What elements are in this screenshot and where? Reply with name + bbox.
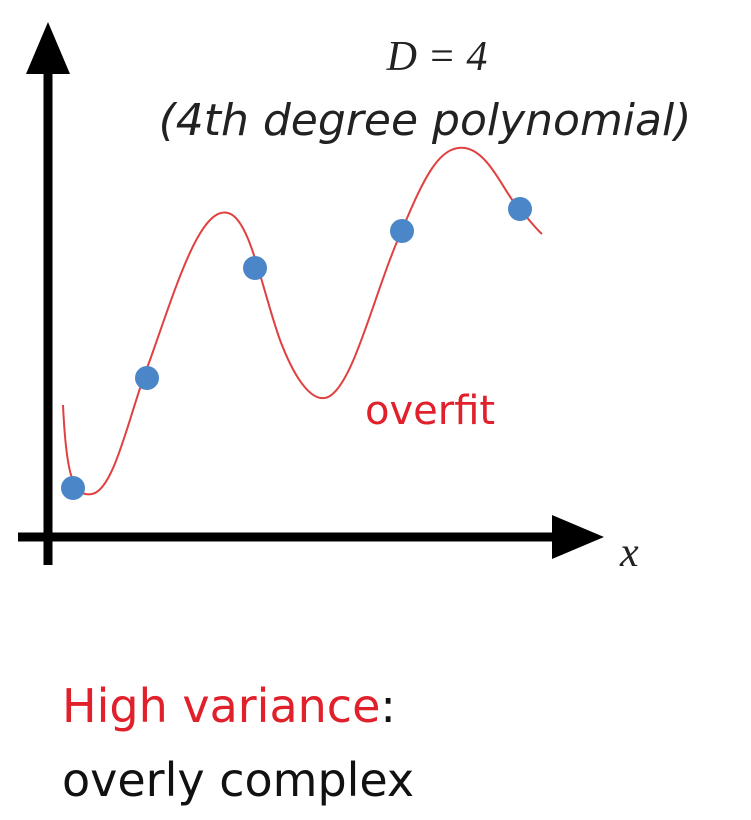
data-point xyxy=(508,197,532,221)
caption-text: overly complex xyxy=(62,753,414,807)
x-axis-arrow xyxy=(552,515,604,559)
data-point xyxy=(243,256,267,280)
data-point xyxy=(61,476,85,500)
x-axis-label: x xyxy=(619,530,639,576)
curve-label: overfit xyxy=(365,388,495,434)
equation: D = 4 xyxy=(386,34,488,80)
data-point xyxy=(135,366,159,390)
subtitle: (4th degree polynomial) xyxy=(159,95,692,146)
caption-colon: : xyxy=(380,679,396,733)
data-points xyxy=(61,197,532,500)
data-point xyxy=(390,219,414,243)
caption-highlight: High variance xyxy=(62,679,380,733)
y-axis-arrow xyxy=(26,22,70,74)
caption-line: High variance: xyxy=(62,679,396,733)
overfit-curve xyxy=(62,146,543,496)
